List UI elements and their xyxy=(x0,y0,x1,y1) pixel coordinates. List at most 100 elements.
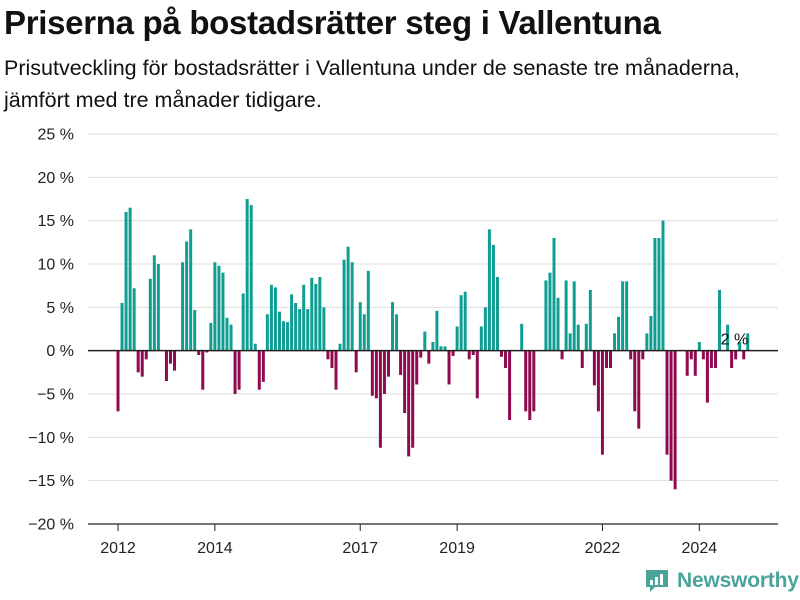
bar xyxy=(116,350,120,412)
chart-title: Priserna på bostadsrätter steg i Vallent… xyxy=(4,4,661,41)
bar xyxy=(326,350,330,360)
bar xyxy=(221,272,225,351)
bar xyxy=(568,333,572,351)
bar xyxy=(334,350,338,390)
bar xyxy=(205,350,209,353)
bar xyxy=(584,323,588,351)
bar xyxy=(532,350,536,412)
bar xyxy=(213,262,217,351)
bar xyxy=(657,238,661,351)
bar xyxy=(362,314,366,351)
bar xyxy=(225,317,229,351)
bar xyxy=(487,229,491,351)
bar xyxy=(237,350,241,390)
x-tick-label: 2019 xyxy=(439,540,475,557)
bar xyxy=(467,350,471,360)
bar xyxy=(346,246,350,351)
bar xyxy=(173,350,177,371)
bar xyxy=(407,350,411,457)
bar xyxy=(649,316,653,351)
bar xyxy=(310,277,314,351)
bar xyxy=(633,350,637,412)
bar xyxy=(447,350,451,385)
x-tick-label: 2022 xyxy=(585,540,621,557)
x-tick-label: 2012 xyxy=(100,540,136,557)
chart-subtitle: Prisutveckling för bostadsrätter i Valle… xyxy=(4,56,740,112)
bar xyxy=(185,241,189,351)
bar xyxy=(629,350,633,360)
bar xyxy=(124,212,128,351)
bar xyxy=(544,280,548,351)
bar xyxy=(302,284,306,351)
bar xyxy=(241,293,245,351)
bar xyxy=(617,316,621,351)
bar xyxy=(625,281,629,351)
bar xyxy=(548,272,552,351)
y-tick-label: −5 % xyxy=(37,387,74,404)
bar xyxy=(613,333,617,351)
bar xyxy=(556,297,560,351)
bar xyxy=(209,322,213,351)
bar xyxy=(229,324,233,351)
bar xyxy=(504,350,508,368)
bar xyxy=(701,350,705,360)
bar xyxy=(742,350,746,360)
bar xyxy=(338,343,342,351)
bar xyxy=(475,350,479,399)
x-tick-label: 2014 xyxy=(197,540,233,557)
bar xyxy=(508,350,512,420)
bar xyxy=(479,326,483,351)
bar xyxy=(386,350,390,377)
y-tick-label: −15 % xyxy=(28,473,74,490)
bar xyxy=(621,281,625,351)
bar xyxy=(318,277,322,351)
bar xyxy=(132,288,136,351)
bar xyxy=(152,255,156,351)
bar xyxy=(693,350,697,376)
bar xyxy=(451,350,455,356)
bar xyxy=(455,326,459,351)
bar xyxy=(637,350,641,429)
bar xyxy=(415,350,419,385)
bar xyxy=(382,350,386,394)
bar xyxy=(443,346,447,351)
bar xyxy=(374,350,378,399)
bar xyxy=(261,350,265,382)
bar xyxy=(520,323,524,351)
bar xyxy=(713,350,717,368)
bar xyxy=(366,270,370,351)
bar xyxy=(282,321,286,351)
bar xyxy=(730,350,734,368)
bar xyxy=(471,350,475,355)
bar xyxy=(560,350,564,360)
y-tick-label: 0 % xyxy=(46,343,74,360)
bar xyxy=(552,238,556,351)
bar xyxy=(148,278,152,351)
bar xyxy=(322,307,326,351)
bar xyxy=(342,259,346,351)
bar xyxy=(435,310,439,351)
bar xyxy=(403,350,407,414)
y-tick-label: 10 % xyxy=(38,257,74,274)
bar xyxy=(685,350,689,376)
bar xyxy=(269,284,273,351)
bar xyxy=(483,307,487,351)
bar xyxy=(217,265,221,351)
bar xyxy=(290,294,294,351)
bar xyxy=(358,302,362,351)
bar xyxy=(746,333,750,351)
bar xyxy=(524,350,528,412)
bar xyxy=(378,350,382,448)
bar xyxy=(128,207,132,351)
bar xyxy=(592,350,596,386)
bar xyxy=(298,309,302,351)
bar xyxy=(738,342,742,351)
bar xyxy=(140,350,144,377)
bar xyxy=(314,283,318,351)
bar xyxy=(709,350,713,368)
newsworthy-chart-icon xyxy=(646,570,668,592)
bar xyxy=(495,277,499,351)
bar xyxy=(718,290,722,351)
bar xyxy=(600,350,604,455)
